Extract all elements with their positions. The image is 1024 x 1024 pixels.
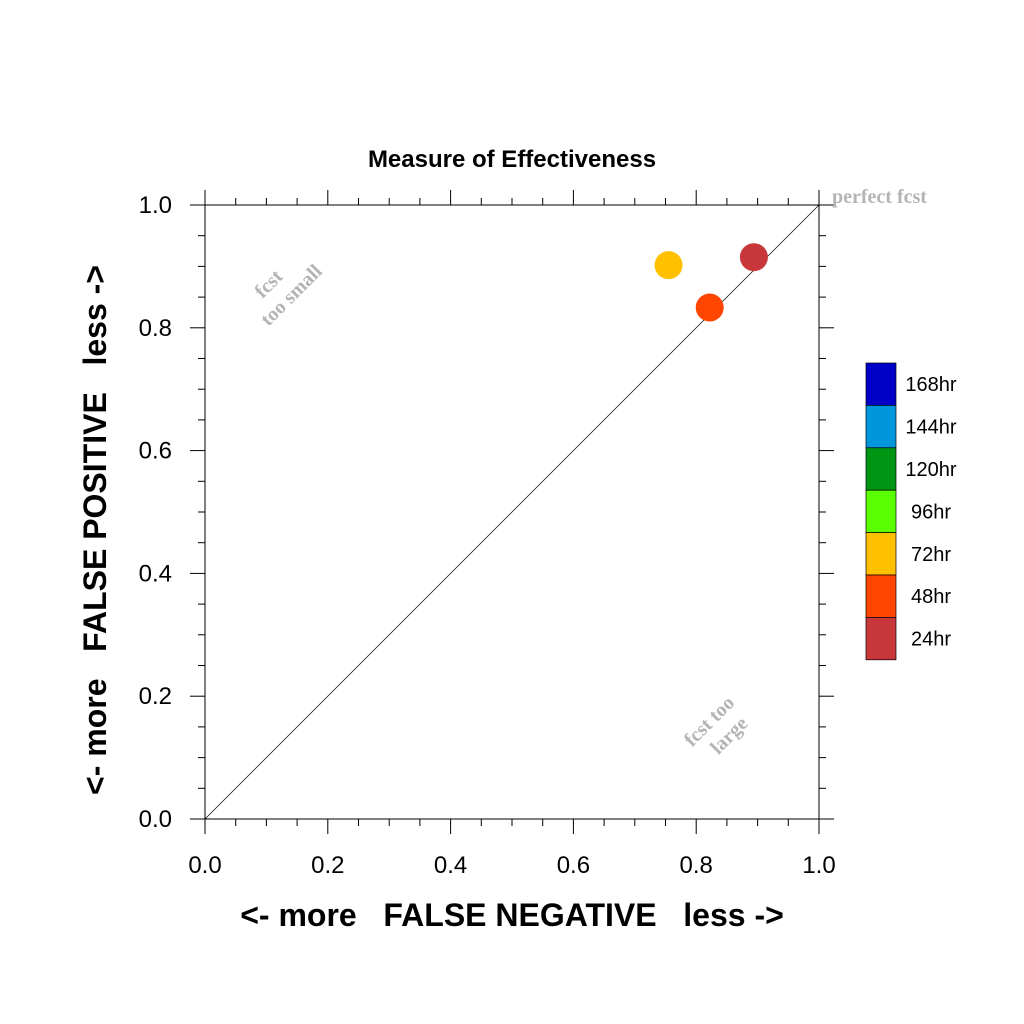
legend-swatch-48hr — [865, 574, 897, 618]
y-tick-label: 0.8 — [139, 315, 172, 342]
x-tick-label: 0.6 — [557, 852, 590, 879]
annotation-perfect-fcst: perfect fcst — [832, 186, 927, 208]
legend-label-24hr: 24hr — [911, 629, 951, 651]
x-tick-label: 0.0 — [188, 852, 221, 879]
chart-title: Measure of Effectiveness — [368, 146, 656, 173]
legend-label-144hr: 144hr — [905, 417, 956, 439]
legend-label-48hr: 48hr — [911, 586, 951, 608]
x-tick-label: 0.2 — [311, 852, 344, 879]
legend-swatch-144hr — [865, 405, 897, 449]
data-point-72hr — [654, 251, 683, 280]
y-tick-label: 0.6 — [139, 438, 172, 465]
x-axis-label: <- more FALSE NEGATIVE less -> — [240, 897, 784, 933]
y-tick-label: 0.0 — [139, 806, 172, 833]
y-axis-label: <- more FALSE POSITIVE less -> — [77, 265, 113, 795]
y-tick-label: 0.4 — [139, 560, 172, 587]
annotation-fcst-too-small: fcst too small — [250, 260, 326, 330]
annotation-fcst-too-large: fcst too large — [680, 692, 753, 759]
x-tick-label: 0.4 — [434, 852, 467, 879]
x-tick-label: 0.8 — [680, 852, 713, 879]
legend-label-96hr: 96hr — [911, 501, 951, 523]
legend: 168hr 144hr 120hr 96hr 72hr 48hr 24hr — [865, 362, 957, 661]
y-tick-label: 1.0 — [139, 192, 172, 219]
x-tick-label: 1.0 — [802, 852, 835, 879]
legend-swatch-168hr — [865, 362, 897, 406]
y-tick-label: 0.2 — [139, 683, 172, 710]
data-points — [654, 243, 768, 322]
legend-swatch-24hr — [865, 617, 897, 661]
legend-swatch-120hr — [865, 447, 897, 491]
data-point-48hr — [695, 293, 724, 322]
legend-label-168hr: 168hr — [905, 374, 956, 396]
tick-marks — [190, 190, 834, 834]
y-tick-labels: 0.0 0.2 0.4 0.6 0.8 1.0 — [139, 192, 172, 833]
legend-swatch-72hr — [865, 532, 897, 576]
legend-swatch-96hr — [865, 489, 897, 533]
legend-label-72hr: 72hr — [911, 544, 951, 566]
x-tick-labels: 0.0 0.2 0.4 0.6 0.8 1.0 — [188, 852, 835, 879]
legend-label-120hr: 120hr — [905, 459, 956, 481]
data-point-24hr — [739, 243, 768, 272]
